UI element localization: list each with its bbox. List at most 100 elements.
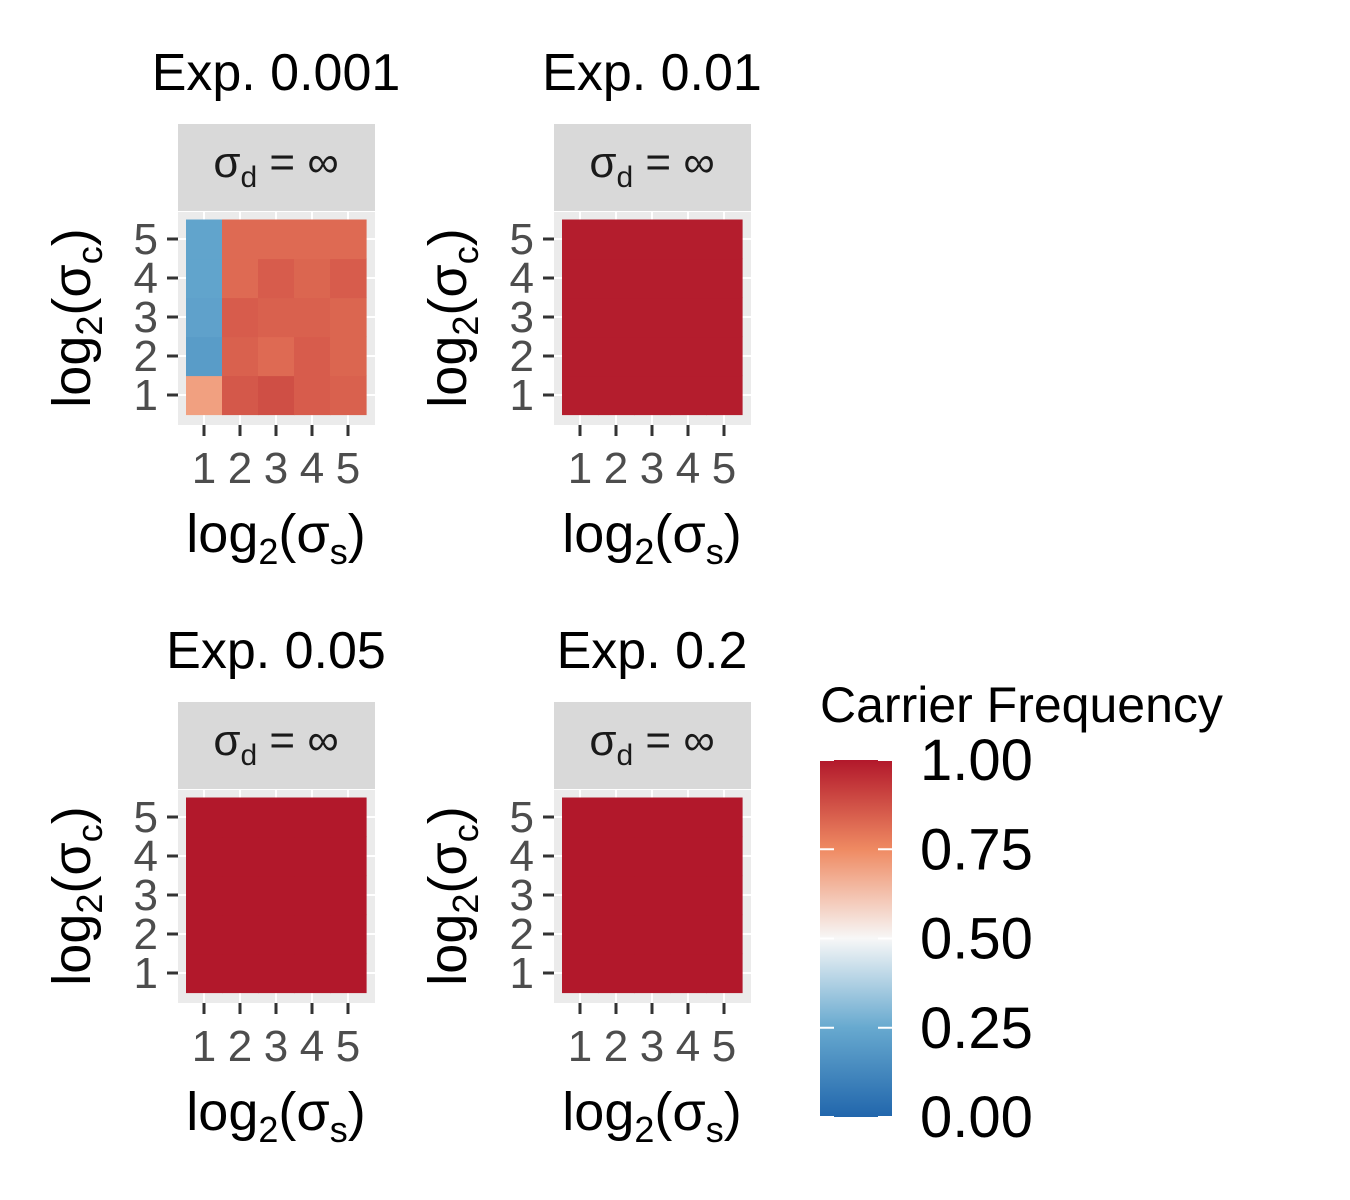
heatmap-cell	[598, 375, 635, 416]
heatmap-cell	[186, 297, 223, 338]
panel-title: Exp. 0.05	[166, 622, 386, 680]
y-tick-label: 5	[510, 793, 534, 842]
y-tick-label: 4	[134, 832, 158, 881]
heatmap-cell	[294, 375, 331, 416]
heatmap-cell	[670, 797, 707, 838]
legend-tick-label: 0.50	[920, 907, 1033, 972]
panel-title: Exp. 0.01	[542, 44, 762, 102]
facet-label: σd = ∞	[213, 138, 338, 194]
heatmap-cell	[598, 219, 635, 260]
y-tick-label: 3	[510, 871, 534, 920]
y-tick-label: 3	[510, 293, 534, 342]
heatmap-cell	[222, 875, 259, 916]
y-tick-label: 4	[510, 832, 534, 881]
heatmap-cell	[634, 297, 671, 338]
heatmap-cell	[294, 914, 331, 955]
x-tick-label: 1	[192, 444, 216, 493]
heatmap-cell	[598, 258, 635, 299]
heatmap-cell	[330, 914, 367, 955]
y-axis-title: log2(σc)	[42, 228, 110, 407]
heatmap-cell	[670, 953, 707, 994]
heatmap-cell	[186, 336, 223, 377]
x-tick-label: 3	[640, 1022, 664, 1071]
heatmap-cell	[258, 375, 295, 416]
heatmap-cell	[222, 797, 259, 838]
facet-label: σd = ∞	[213, 716, 338, 772]
x-tick-label: 4	[300, 444, 324, 493]
heatmap-cell	[562, 297, 599, 338]
heatmap-cell	[706, 797, 743, 838]
panel-title: Exp. 0.2	[557, 622, 748, 680]
heatmap-cell	[258, 953, 295, 994]
heatmap-cell	[706, 914, 743, 955]
x-axis-title: log2(σs)	[186, 504, 365, 572]
heatmap-cell	[222, 336, 259, 377]
heatmap-cell	[294, 336, 331, 377]
facet-strip	[554, 702, 751, 789]
heatmap-cell	[258, 258, 295, 299]
heatmap-cell	[222, 836, 259, 877]
heatmap-cell	[330, 297, 367, 338]
heatmap-cell	[330, 375, 367, 416]
x-tick-label: 1	[192, 1022, 216, 1071]
y-tick-label: 1	[134, 371, 158, 420]
x-tick-label: 4	[300, 1022, 324, 1071]
legend-tick-label: 0.00	[920, 1085, 1033, 1150]
y-axis-title: log2(σc)	[42, 806, 110, 985]
heatmap-cell	[706, 836, 743, 877]
heatmap-cell	[706, 953, 743, 994]
x-tick-label: 2	[228, 444, 252, 493]
heatmap-cell	[222, 953, 259, 994]
heatmap-cell	[222, 375, 259, 416]
heatmap-cell	[634, 219, 671, 260]
heatmap-cell	[598, 336, 635, 377]
heatmap-cell	[598, 875, 635, 916]
x-tick-label: 3	[264, 1022, 288, 1071]
heatmap-cell	[258, 836, 295, 877]
y-tick-label: 5	[134, 793, 158, 842]
heatmap-cell	[562, 953, 599, 994]
legend-tick-label: 0.75	[920, 817, 1033, 882]
heatmap-cell	[330, 797, 367, 838]
heatmap-cell	[294, 258, 331, 299]
y-axis-title: log2(σc)	[418, 806, 486, 985]
x-axis-title: log2(σs)	[562, 504, 741, 572]
heatmap-cell	[294, 219, 331, 260]
heatmap-cell	[598, 836, 635, 877]
heatmap-cell	[706, 336, 743, 377]
y-tick-label: 2	[510, 332, 534, 381]
legend-tick-label: 0.25	[920, 996, 1033, 1061]
heatmap-cell	[330, 219, 367, 260]
heatmap-cell	[634, 336, 671, 377]
x-axis-title: log2(σs)	[562, 1082, 741, 1150]
heatmap-cell	[562, 797, 599, 838]
heatmap-cell	[222, 258, 259, 299]
facet-label: σd = ∞	[589, 138, 714, 194]
heatmap-cell	[330, 336, 367, 377]
heatmap-cell	[258, 875, 295, 916]
heatmap-cell	[670, 219, 707, 260]
y-tick-label: 4	[134, 254, 158, 303]
legend-tick-label: 1.00	[920, 728, 1033, 793]
heatmap-cell	[670, 258, 707, 299]
heatmap-cell	[598, 914, 635, 955]
heatmap-cell	[186, 375, 223, 416]
heatmap-cell	[258, 336, 295, 377]
facet-strip	[554, 124, 751, 211]
heatmap-cell	[294, 797, 331, 838]
heatmap-cell	[634, 836, 671, 877]
heatmap-cell	[186, 219, 223, 260]
heatmap-cell	[562, 258, 599, 299]
heatmap-cell	[330, 836, 367, 877]
heatmap-cell	[186, 258, 223, 299]
x-tick-label: 5	[336, 1022, 360, 1071]
x-tick-label: 1	[568, 444, 592, 493]
heatmap-cell	[706, 258, 743, 299]
x-tick-label: 5	[712, 1022, 736, 1071]
heatmap-cell	[634, 258, 671, 299]
facet-strip	[178, 124, 375, 211]
